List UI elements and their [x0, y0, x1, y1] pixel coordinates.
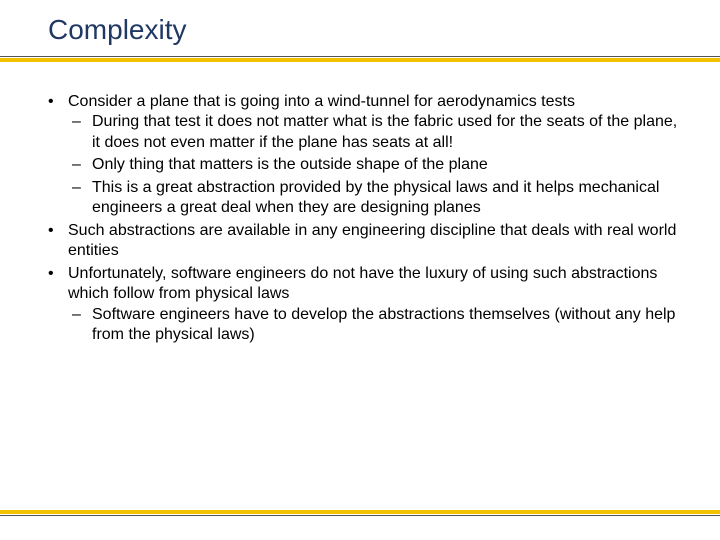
bullet-list: Consider a plane that is going into a wi…: [46, 92, 680, 346]
list-item: Consider a plane that is going into a wi…: [46, 92, 680, 219]
sub-list: Software engineers have to develop the a…: [68, 305, 680, 346]
list-item: Such abstractions are available in any e…: [46, 221, 680, 262]
divider-line-dark: [0, 56, 720, 57]
slide-body: Consider a plane that is going into a wi…: [46, 92, 680, 348]
slide: Complexity Consider a plane that is goin…: [0, 0, 720, 540]
divider-line-gold: [0, 58, 720, 62]
bullet-text: Such abstractions are available in any e…: [68, 222, 676, 259]
bullet-text: This is a great abstraction provided by …: [92, 179, 659, 216]
slide-title: Complexity: [48, 14, 186, 46]
list-item: Only thing that matters is the outside s…: [68, 155, 680, 175]
bullet-text: During that test it does not matter what…: [92, 113, 677, 150]
list-item: Software engineers have to develop the a…: [68, 305, 680, 346]
divider-top: [0, 56, 720, 62]
divider-line-gold: [0, 510, 720, 514]
list-item: During that test it does not matter what…: [68, 112, 680, 153]
bullet-text: Only thing that matters is the outside s…: [92, 156, 488, 173]
divider-bottom: [0, 510, 720, 516]
list-item: This is a great abstraction provided by …: [68, 178, 680, 219]
bullet-text: Consider a plane that is going into a wi…: [68, 93, 575, 110]
sub-list: During that test it does not matter what…: [68, 112, 680, 218]
list-item: Unfortunately, software engineers do not…: [46, 264, 680, 346]
divider-line-dark: [0, 515, 720, 516]
bullet-text: Software engineers have to develop the a…: [92, 306, 675, 343]
bullet-text: Unfortunately, software engineers do not…: [68, 265, 657, 302]
